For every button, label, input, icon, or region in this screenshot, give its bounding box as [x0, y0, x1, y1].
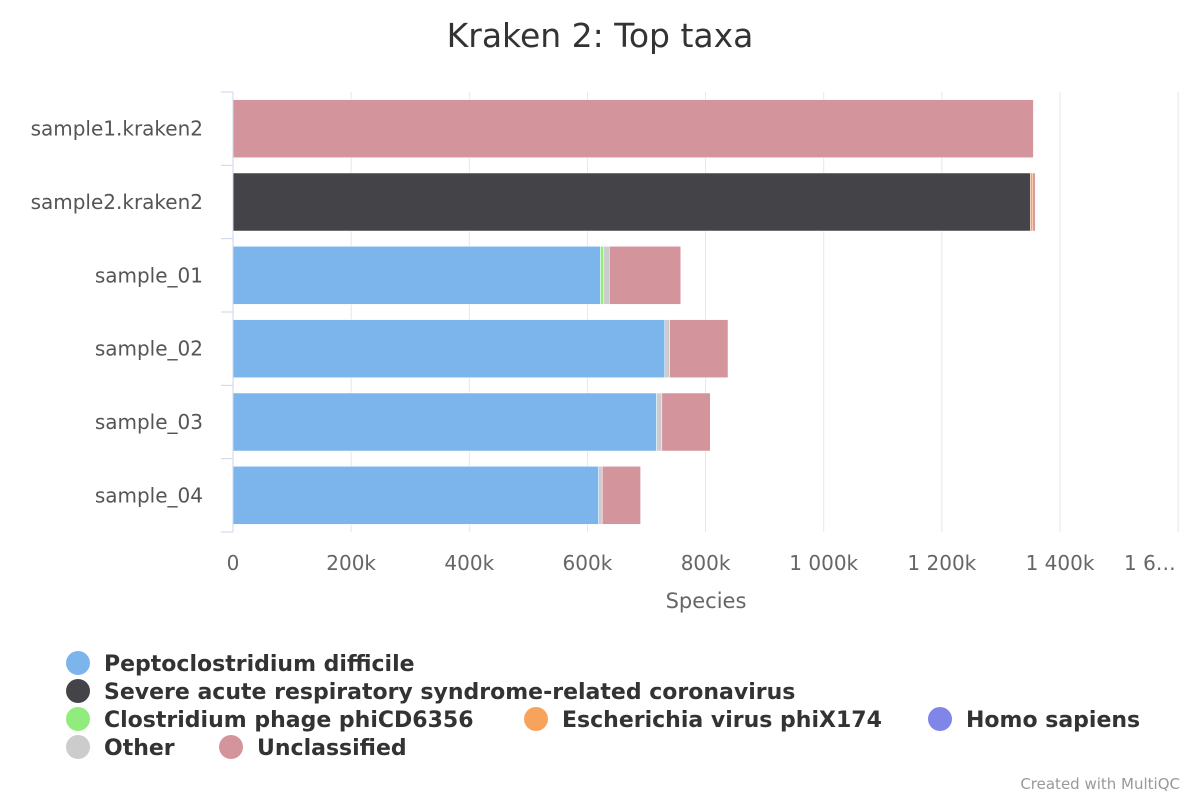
- legend: Peptoclostridium difficile Severe acute r…: [66, 651, 1140, 761]
- legend-label: Escherichia virus phiX174: [562, 708, 882, 733]
- category-label: sample_02: [95, 337, 203, 361]
- x-tick-label: 1 400k: [1026, 551, 1095, 575]
- chart-title: Kraken 2: Top taxa: [447, 16, 754, 55]
- bar-segment[interactable]: [600, 246, 604, 305]
- bar-segment[interactable]: [656, 392, 663, 452]
- x-axis: 0 200k 400k 600k 800k 1 000k 1 200k 1 400k 1 6…: [227, 551, 1176, 575]
- legend-marker: [66, 707, 90, 731]
- bar-segment[interactable]: [609, 246, 682, 305]
- legend-item[interactable]: Severe acute respiratory syndrome-relate…: [66, 679, 795, 705]
- category-label: sample_04: [95, 483, 203, 507]
- legend-label: Severe acute respiratory syndrome-relate…: [104, 680, 795, 705]
- category-label: sample_03: [95, 410, 203, 434]
- legend-item[interactable]: Other: [66, 735, 175, 761]
- legend-label: Unclassified: [257, 736, 407, 761]
- legend-item[interactable]: Peptoclostridium difficile: [66, 651, 415, 677]
- bar-segment[interactable]: [232, 246, 601, 305]
- bar-segment[interactable]: [232, 392, 657, 452]
- bar-segment[interactable]: [669, 319, 729, 378]
- category-label: sample_01: [95, 263, 203, 287]
- category-labels: sample1.kraken2 sample2.kraken2 sample_01s…: [31, 91, 234, 533]
- x-tick-label: 600k: [563, 551, 613, 575]
- legend-marker: [928, 707, 952, 731]
- bar-segment[interactable]: [598, 466, 603, 525]
- legend-item[interactable]: Homo sapiens: [928, 707, 1140, 733]
- bar-segment[interactable]: [232, 466, 599, 525]
- legend-label: Peptoclostridium difficile: [104, 652, 415, 677]
- legend-marker: [219, 735, 243, 759]
- bar-segment[interactable]: [661, 392, 711, 452]
- legend-item[interactable]: Escherichia virus phiX174: [524, 707, 882, 733]
- gridlines: [350, 92, 1179, 532]
- x-tick-label: 1 000k: [789, 551, 858, 575]
- legend-marker: [66, 651, 90, 675]
- x-tick-label: 1 200k: [907, 551, 976, 575]
- legend-item[interactable]: Unclassified: [219, 735, 407, 761]
- bar-segment[interactable]: [232, 172, 1031, 232]
- category-label: sample2.kraken2: [31, 190, 203, 214]
- bar-segment[interactable]: [601, 466, 641, 525]
- legend-marker: [66, 735, 90, 759]
- x-tick-label: 800k: [681, 551, 731, 575]
- legend-label: Other: [104, 736, 175, 761]
- legend-marker: [66, 679, 90, 703]
- bar-segment[interactable]: [232, 319, 666, 378]
- x-tick-label: 200k: [326, 551, 376, 575]
- credit-text: Created with MultiQC: [1020, 775, 1180, 793]
- category-label: sample1.kraken2: [31, 117, 203, 141]
- bar-segment[interactable]: [664, 319, 670, 378]
- bars: [232, 99, 1036, 525]
- legend-label: Homo sapiens: [966, 708, 1140, 733]
- bar-segment[interactable]: [232, 99, 1034, 158]
- legend-label: Clostridium phage phiCD6356: [104, 708, 474, 733]
- legend-item[interactable]: Clostridium phage phiCD6356: [66, 707, 474, 733]
- bar-segment[interactable]: [603, 246, 610, 305]
- x-tick-label: 400k: [444, 551, 494, 575]
- bar-segment[interactable]: [1032, 172, 1036, 232]
- x-tick-label: 1 6…: [1124, 551, 1176, 575]
- bar-segment[interactable]: [1030, 172, 1034, 232]
- x-axis-title: Species: [666, 589, 747, 613]
- x-tick-label: 0: [227, 551, 240, 575]
- legend-marker: [524, 707, 548, 731]
